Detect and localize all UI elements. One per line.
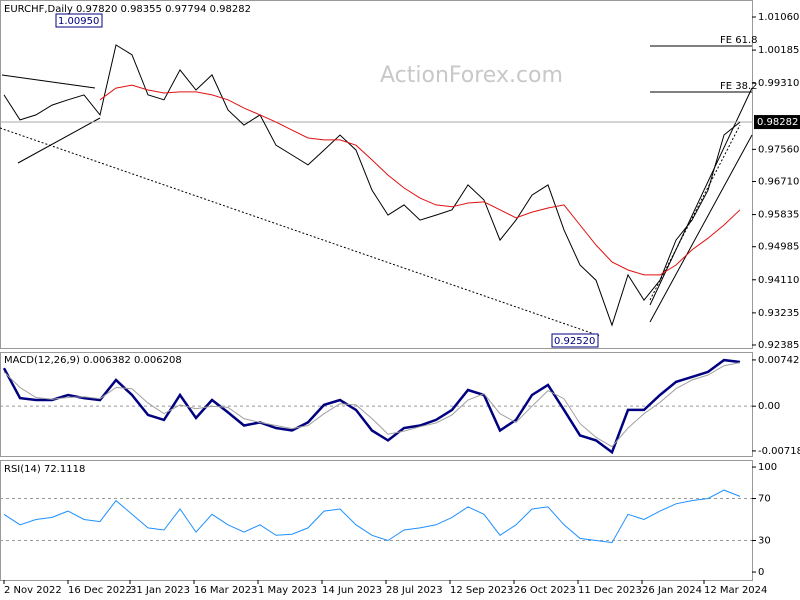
y-tick-label: 0.00 [758, 401, 780, 412]
y-tick-label: 0.007427 [758, 355, 800, 366]
x-tick-label: 14 Jun 2023 [322, 585, 382, 596]
y-tick-label: -0.007186 [758, 446, 800, 457]
channel-line [649, 124, 741, 301]
y-tick-label: 100 [758, 462, 777, 473]
y-tick-label: 0.96710 [758, 176, 799, 187]
trend-line [1, 74, 96, 89]
x-tick-label: 11 Dec 2023 [578, 585, 642, 596]
series-line [3, 44, 741, 327]
y-tick-label: 1.01060 [758, 12, 799, 23]
y-tick-label: 0.92385 [758, 340, 799, 351]
watermark: ActionForex.com [380, 63, 563, 88]
series-line [2, 358, 741, 455]
channel-line [649, 87, 753, 306]
price-panel [0, 0, 753, 349]
y-tick-label: 0 [758, 567, 764, 578]
trend-line [17, 117, 101, 164]
y-tick-label: 0.94985 [758, 242, 799, 253]
series-line [3, 362, 741, 448]
annotation: FE 61.8 [720, 35, 758, 46]
x-tick-label: 28 Jul 2023 [386, 585, 443, 596]
price-label: 0.98282 [757, 117, 798, 128]
annotation: 0.92520 [554, 336, 595, 347]
chart-title: RSI(14) 72.1118 [4, 464, 85, 475]
macd-panel [0, 352, 753, 457]
series-line [3, 489, 741, 544]
trend-line [0, 127, 601, 337]
annotation: FE 38.2 [720, 81, 758, 92]
y-tick-label: 0.99310 [758, 78, 799, 89]
x-tick-label: 12 Sep 2023 [450, 585, 513, 596]
annotation-box [551, 333, 599, 348]
annotation-box [55, 13, 103, 28]
y-tick-label: 0.93235 [758, 308, 799, 319]
x-tick-label: 12 Mar 2024 [704, 585, 767, 596]
x-tick-label: 31 Jan 2023 [130, 585, 190, 596]
x-tick-label: 26 Oct 2023 [514, 585, 576, 596]
chart-title: EURCHF,Daily 0.97820 0.98355 0.97794 0.9… [4, 4, 251, 15]
x-tick-label: 2 Nov 2022 [4, 585, 62, 596]
x-tick-label: 1 May 2023 [258, 585, 317, 596]
rsi-panel [0, 460, 753, 581]
x-tick-label: 16 Mar 2023 [194, 585, 257, 596]
y-tick-label: 30 [758, 536, 771, 547]
chart-title: MACD(12,26,9) 0.006382 0.006208 [4, 355, 182, 366]
y-tick-label: 70 [758, 494, 771, 505]
y-tick-label: 0.97560 [758, 144, 799, 155]
channel-line [649, 134, 753, 323]
y-tick-label: 1.00185 [758, 45, 799, 56]
y-tick-label: 0.95835 [758, 210, 799, 221]
annotation: 1.00950 [58, 16, 99, 27]
y-tick-label: 0.94110 [758, 275, 799, 286]
x-tick-label: 16 Dec 2022 [68, 585, 132, 596]
series-line [99, 84, 741, 276]
x-tick-label: 26 Jan 2024 [642, 585, 702, 596]
price-label-box [754, 115, 800, 130]
